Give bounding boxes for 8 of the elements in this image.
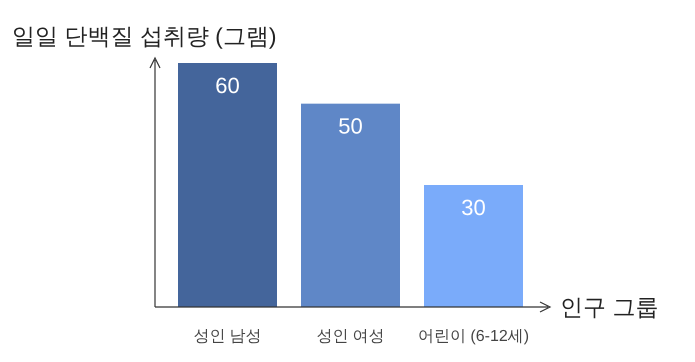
y-axis-title: 일일 단백질 섭취량 (그램) — [12, 23, 276, 49]
data-label: 30 — [461, 195, 486, 220]
x-tick-label: 성인 남성 — [193, 328, 262, 345]
x-axis-title: 인구 그룹 — [560, 294, 658, 320]
x-tick-label: 성인 여성 — [316, 328, 385, 345]
data-label: 60 — [215, 73, 240, 98]
x-tick-label: 어린이 (6-12세) — [418, 328, 530, 345]
data-label: 50 — [338, 114, 363, 139]
